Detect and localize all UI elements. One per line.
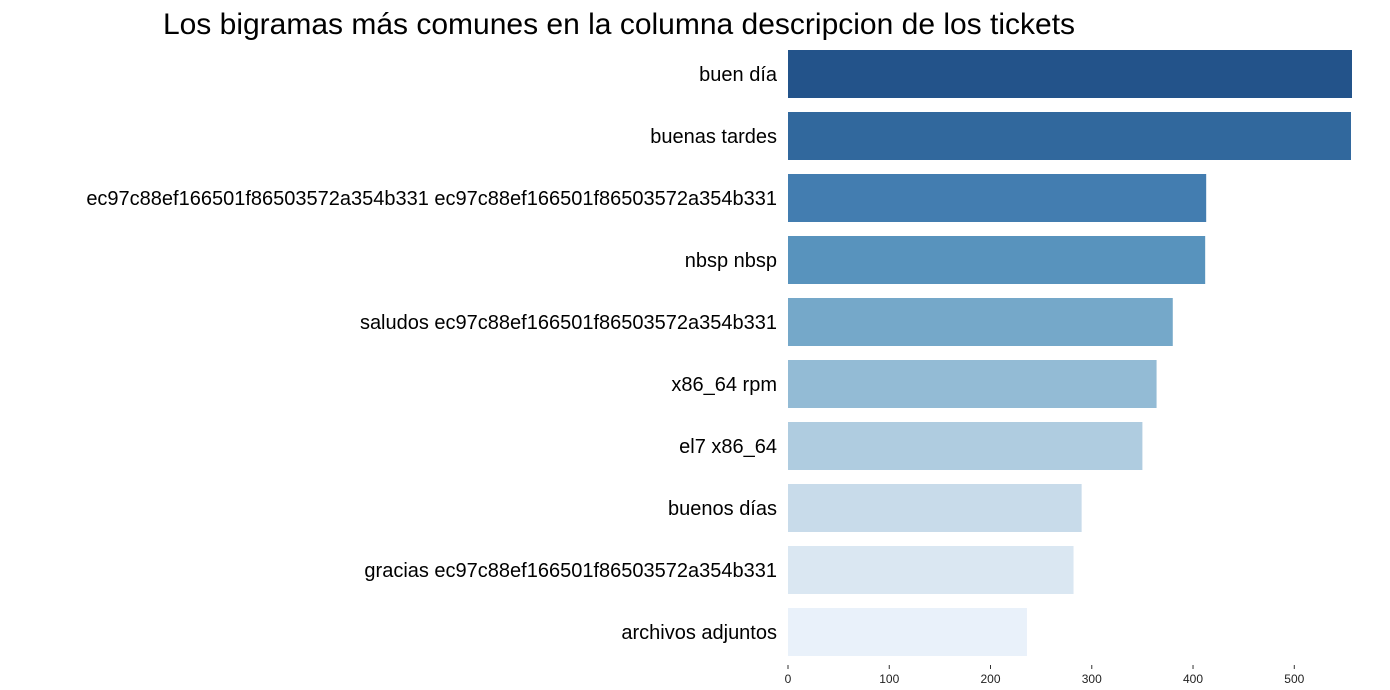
x-tick-label-4: 400 xyxy=(1183,672,1203,686)
category-label-6: el7 x86_64 xyxy=(679,436,777,458)
category-label-0: buen día xyxy=(699,64,778,86)
category-label-9: archivos adjuntos xyxy=(621,622,777,644)
category-label-4: saludos ec97c88ef166501f86503572a354b331 xyxy=(360,312,777,334)
x-tick-label-1: 100 xyxy=(879,672,899,686)
bar-3 xyxy=(788,236,1206,284)
bar-4 xyxy=(788,298,1173,346)
category-label-1: buenas tardes xyxy=(650,126,777,148)
category-label-5: x86_64 rpm xyxy=(671,374,777,396)
bar-1 xyxy=(788,112,1351,160)
x-tick-label-0: 0 xyxy=(785,672,792,686)
x-tick-label-2: 200 xyxy=(980,672,1000,686)
category-labels-group: buen día buenas tardes ec97c88ef166501f865… xyxy=(86,64,778,644)
category-label-8: gracias ec97c88ef166501f86503572a354b331 xyxy=(364,560,777,582)
x-tick-label-3: 300 xyxy=(1082,672,1102,686)
bar-5 xyxy=(788,360,1157,408)
x-axis: 0 100 200 300 400 500 xyxy=(785,665,1305,686)
bar-2 xyxy=(788,174,1207,222)
category-label-7: buenos días xyxy=(668,498,777,520)
category-label-3: nbsp nbsp xyxy=(685,250,777,272)
bar-8 xyxy=(788,546,1074,594)
bar-9 xyxy=(788,608,1027,656)
bar-0 xyxy=(788,50,1352,98)
x-tick-label-5: 500 xyxy=(1284,672,1304,686)
bar-7 xyxy=(788,484,1082,532)
bars-group xyxy=(788,50,1352,656)
chart-title: Los bigramas más comunes en la columna d… xyxy=(163,8,1075,41)
bar-6 xyxy=(788,422,1143,470)
category-label-2: ec97c88ef166501f86503572a354b331 ec97c88… xyxy=(86,188,777,210)
